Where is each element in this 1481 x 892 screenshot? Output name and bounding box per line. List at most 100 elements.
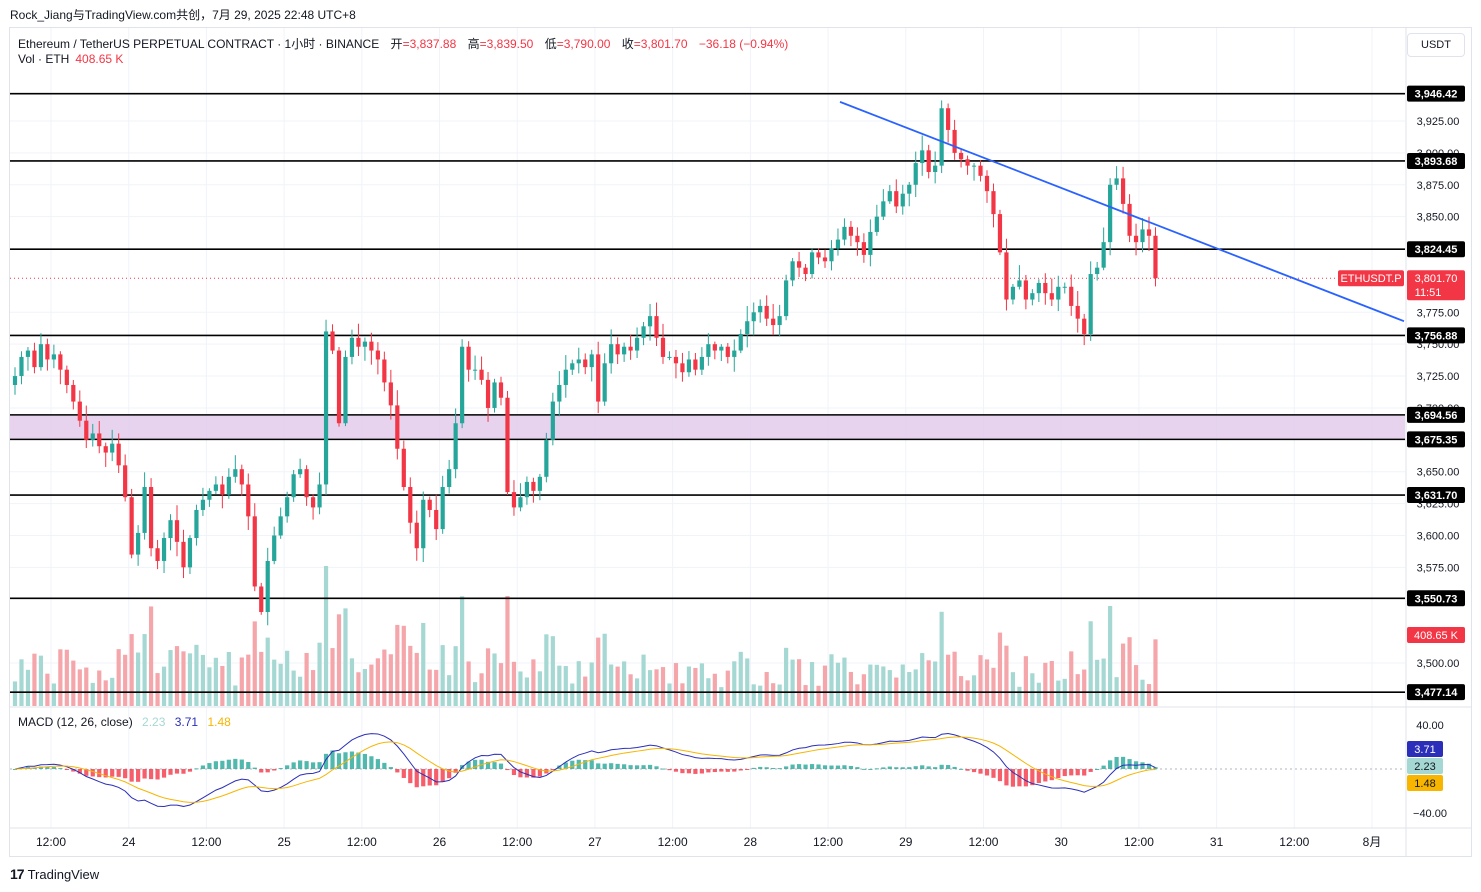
candle-body bbox=[51, 354, 56, 360]
macd-histogram-bar bbox=[116, 769, 121, 777]
candle-body bbox=[926, 150, 931, 173]
volume-bar bbox=[602, 633, 607, 706]
candle-body bbox=[712, 344, 717, 351]
candle-body bbox=[803, 267, 808, 275]
candle-body bbox=[168, 520, 173, 539]
candle-body bbox=[323, 331, 329, 485]
volume-bar bbox=[835, 662, 841, 706]
macd-histogram-bar bbox=[1140, 762, 1145, 769]
volume-bar bbox=[388, 654, 393, 706]
symbol-title[interactable]: Ethereum / TetherUS PERPETUAL CONTRACT ·… bbox=[18, 37, 380, 51]
volume-bar bbox=[1010, 672, 1016, 706]
macd-histogram-bar bbox=[71, 769, 76, 772]
candle-body bbox=[563, 369, 568, 385]
volume-bar bbox=[550, 636, 555, 706]
volume-bar bbox=[252, 621, 257, 706]
macd-histogram-bar bbox=[362, 753, 368, 769]
candle-body bbox=[298, 469, 303, 475]
volume-bar bbox=[220, 665, 225, 706]
macd-histogram-bar bbox=[453, 769, 458, 773]
candle-body bbox=[265, 560, 270, 612]
macd-legend[interactable]: MACD (12, 26, close) 2.23 3.71 1.48 bbox=[18, 715, 231, 729]
macd-histogram-bar bbox=[712, 769, 717, 773]
volume-bar bbox=[246, 654, 251, 706]
macd-histogram-bar bbox=[142, 769, 147, 779]
tradingview-footer[interactable]: 17 TradingView bbox=[10, 866, 99, 882]
macd-histogram-bar bbox=[751, 767, 756, 769]
macd-histogram-bar bbox=[984, 769, 990, 776]
candle-body bbox=[148, 487, 154, 549]
candle-body bbox=[233, 469, 238, 477]
time-tick-label: 29 bbox=[899, 835, 913, 849]
volume-bar bbox=[440, 645, 445, 706]
current-price-tag bbox=[1407, 270, 1465, 301]
macd-histogram-bar bbox=[693, 769, 698, 774]
candle-body bbox=[984, 175, 990, 192]
candle-body bbox=[38, 344, 44, 368]
macd-histogram-bar bbox=[706, 769, 711, 773]
level-tag bbox=[1407, 684, 1465, 701]
macd-histogram-bar bbox=[304, 761, 309, 769]
macd-histogram-bar bbox=[900, 767, 905, 769]
candle-body bbox=[200, 499, 206, 510]
macd-histogram-bar bbox=[233, 758, 238, 769]
macd-histogram-bar bbox=[343, 752, 348, 769]
candle-body bbox=[382, 359, 387, 383]
volume-bar bbox=[239, 657, 244, 706]
volume-legend[interactable]: Vol · ETH 408.65 K bbox=[18, 52, 123, 66]
candle-body bbox=[894, 191, 899, 207]
volume-bar bbox=[609, 664, 614, 706]
candle-body bbox=[1140, 229, 1145, 243]
candle-body bbox=[349, 337, 355, 357]
level-tag-label: 3,824.45 bbox=[1415, 244, 1458, 256]
volume-bar bbox=[958, 676, 964, 706]
macd-histogram-bar bbox=[187, 769, 193, 772]
volume-bar bbox=[1120, 643, 1126, 706]
candle-body bbox=[447, 469, 452, 488]
macd-hist-value: 2.23 bbox=[142, 715, 166, 729]
volume-tag-label: 408.65 K bbox=[1414, 630, 1459, 642]
high-label: 高 bbox=[467, 37, 480, 51]
close-label: 收 bbox=[621, 37, 634, 51]
close-value: =3,801.70 bbox=[633, 37, 688, 51]
volume-bar bbox=[907, 672, 912, 706]
macd-histogram-bar bbox=[609, 763, 614, 769]
time-tick-label: 12:00 bbox=[1124, 835, 1154, 849]
candle-body bbox=[84, 420, 89, 440]
macd-histogram-bar bbox=[291, 762, 296, 769]
volume-bar bbox=[978, 655, 983, 706]
volume-bar bbox=[1075, 674, 1080, 706]
candle-body bbox=[576, 359, 581, 364]
macd-histogram-bar bbox=[913, 766, 918, 769]
volume-bar bbox=[310, 670, 316, 706]
macd-histogram-bar bbox=[920, 765, 925, 769]
macd-histogram-bar bbox=[699, 769, 704, 774]
candle-body bbox=[498, 382, 504, 398]
volume-bar bbox=[1043, 662, 1048, 706]
volume-bar bbox=[518, 671, 523, 706]
macd-histogram-bar bbox=[647, 764, 653, 769]
volume-bar bbox=[414, 652, 419, 706]
volume-bar bbox=[492, 653, 497, 706]
volume-bar bbox=[181, 651, 186, 706]
volume-bar bbox=[881, 666, 886, 706]
candle-body bbox=[978, 165, 983, 176]
macd-histogram-bar bbox=[660, 768, 666, 770]
candle-body bbox=[693, 359, 698, 370]
volume-bar bbox=[401, 625, 406, 706]
macd-histogram-bar bbox=[110, 769, 115, 777]
macd-histogram-bar bbox=[868, 768, 873, 770]
macd-histogram-bar bbox=[874, 768, 879, 770]
candle-body bbox=[343, 356, 348, 424]
currency-button[interactable]: USDT bbox=[1407, 33, 1465, 57]
candle-body bbox=[971, 165, 977, 167]
macd-histogram-bar bbox=[719, 769, 724, 772]
candle-body bbox=[907, 184, 912, 194]
candle-body bbox=[855, 235, 860, 243]
candle-body bbox=[388, 382, 393, 406]
macd-histogram-bar bbox=[784, 766, 789, 769]
macd-hist-tag bbox=[1407, 758, 1443, 774]
candle-body bbox=[887, 191, 892, 202]
volume-bar bbox=[97, 670, 102, 706]
